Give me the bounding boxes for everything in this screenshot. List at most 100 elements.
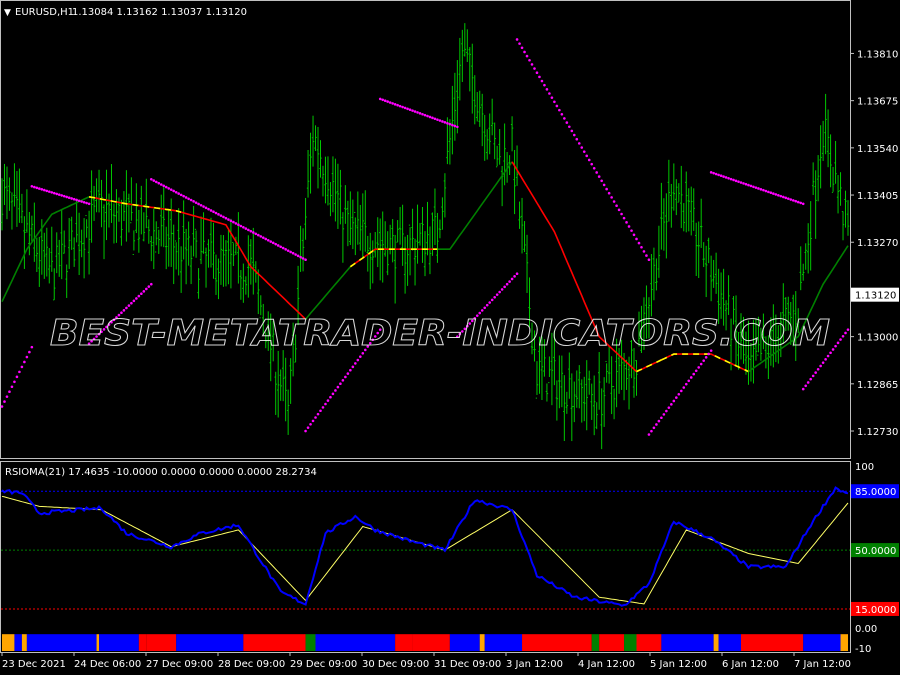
- ma-segment: [511, 161, 638, 373]
- sar-dot: [767, 190, 770, 194]
- sar-dot: [304, 258, 307, 262]
- sar-dot: [729, 177, 733, 181]
- histogram-block: [803, 634, 841, 651]
- sar-dot: [311, 419, 315, 423]
- histogram-block: [2, 634, 15, 651]
- sar-dot: [505, 282, 509, 286]
- sar-dot: [597, 175, 601, 178]
- sar-dot: [227, 218, 230, 221]
- time-tick-label: 30 Dec 09:00: [362, 659, 429, 670]
- sar-dot: [724, 176, 728, 179]
- sar-dot: [130, 301, 133, 305]
- sar-dot: [35, 186, 39, 190]
- histogram-block: [661, 634, 714, 651]
- sar-dot: [582, 150, 586, 153]
- sar-dot: [182, 194, 185, 198]
- sar-dot: [125, 306, 128, 310]
- sar-dot: [192, 200, 195, 203]
- sar-dot: [368, 341, 372, 345]
- sar-dot: [777, 193, 780, 197]
- sar-dot: [640, 245, 643, 249]
- sar-dot: [553, 100, 556, 104]
- sar-dot: [485, 303, 489, 307]
- sar-dot: [413, 110, 417, 113]
- sar-dot: [709, 171, 713, 174]
- sar-dot: [749, 184, 753, 188]
- histogram-block: [479, 634, 485, 651]
- sar-dot: [734, 179, 738, 183]
- sar-dot: [841, 334, 845, 338]
- sar-dot: [189, 198, 193, 202]
- sar-dot: [177, 192, 180, 195]
- sar-dot: [349, 368, 352, 372]
- sar-dot: [40, 188, 44, 191]
- sar-dot: [632, 233, 636, 237]
- sar-dot: [214, 211, 218, 215]
- sar-dot: [266, 238, 270, 242]
- sar-dot: [742, 182, 745, 185]
- sar-dot: [145, 287, 148, 291]
- sar-dot: [660, 416, 663, 420]
- sar-dot: [194, 201, 198, 204]
- sar-dot: [396, 103, 399, 107]
- chart-menu-icon[interactable]: ▼: [4, 8, 11, 18]
- sar-dot: [373, 335, 377, 338]
- indicator-header: RSIOMA(21) 17.4635 -10.0000 0.0000 0.000…: [5, 467, 317, 478]
- sar-dot: [366, 345, 370, 348]
- sar-dot: [650, 429, 653, 433]
- sar-dot: [687, 379, 691, 383]
- sar-dot: [309, 422, 312, 426]
- sar-dot: [3, 400, 6, 403]
- time-tick-label: 3 Jan 12:00: [506, 659, 563, 670]
- sar-dot: [62, 194, 66, 198]
- sar-dot: [794, 199, 798, 203]
- histogram-block: [522, 634, 592, 651]
- sar-dot: [453, 124, 457, 128]
- sar-dot: [515, 38, 519, 41]
- sar-dot: [120, 311, 123, 315]
- sar-dot: [341, 379, 345, 382]
- sar-dot: [774, 193, 778, 196]
- sar-dot: [697, 366, 701, 369]
- sar-dot: [550, 96, 554, 99]
- histogram-block: [713, 634, 719, 651]
- price-tick-label: 1.13405: [857, 191, 898, 202]
- sar-dot: [657, 419, 661, 423]
- sar-dot: [575, 137, 579, 141]
- sar-dot: [284, 248, 287, 251]
- sar-dot: [102, 328, 106, 331]
- time-tick-label: 28 Dec 09:00: [218, 659, 285, 670]
- rsioma-panel[interactable]: RSIOMA(21) 17.4635 -10.0000 0.0000 0.000…: [0, 461, 851, 653]
- ma-segment: [437, 161, 513, 250]
- sar-dot: [722, 175, 725, 178]
- histogram-block: [243, 634, 306, 651]
- sar-dot: [707, 352, 710, 356]
- sar-dot: [515, 272, 519, 276]
- sar-dot: [672, 399, 676, 403]
- sar-dot: [72, 197, 76, 201]
- sar-dot: [647, 433, 651, 436]
- sar-dot: [647, 258, 651, 262]
- histogram-block: [624, 634, 637, 651]
- sar-dot: [408, 108, 412, 112]
- price-panel[interactable]: BEST-METATRADER-INDICATORS.COM ▼ EURUSD,…: [0, 0, 851, 459]
- time-tick-label: 6 Jan 12:00: [722, 659, 779, 670]
- sar-dot: [831, 348, 835, 351]
- sar-dot: [376, 331, 380, 335]
- sar-dot: [493, 296, 496, 299]
- indicator-tick-label: -10: [855, 644, 871, 655]
- sar-dot: [446, 121, 449, 125]
- sar-dot: [371, 338, 375, 342]
- ohlc-values: 1.13084 1.13162 1.13037 1.13120: [72, 7, 247, 18]
- sar-dot: [769, 191, 773, 195]
- sar-dot: [470, 319, 474, 323]
- sar-dot: [456, 335, 459, 338]
- sar-dot: [503, 285, 506, 289]
- sar-dot: [615, 204, 618, 207]
- sar-dot: [572, 133, 576, 137]
- sar-dot: [85, 201, 88, 205]
- sar-dot: [316, 412, 320, 416]
- sar-dot: [411, 109, 414, 112]
- moving-average-line: [1, 161, 849, 373]
